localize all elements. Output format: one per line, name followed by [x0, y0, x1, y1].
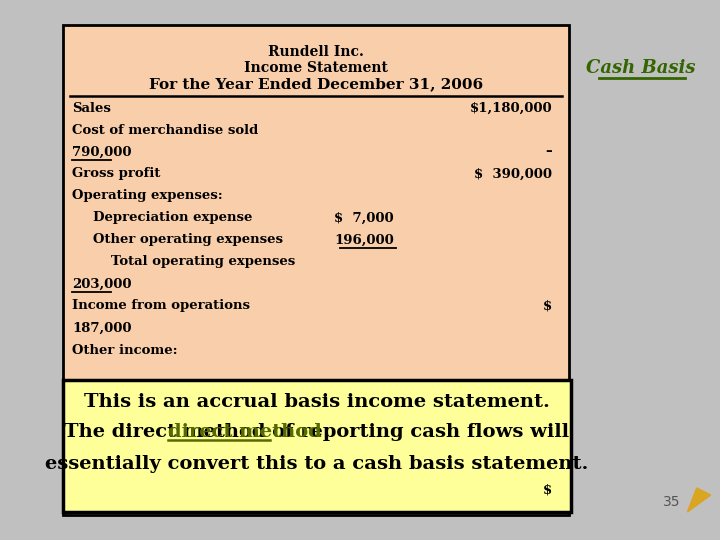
Polygon shape [688, 488, 711, 512]
Text: 187,000: 187,000 [72, 321, 132, 334]
Text: $  7,000: $ 7,000 [334, 212, 394, 225]
Text: Gross profit: Gross profit [72, 167, 161, 180]
Text: Sales: Sales [72, 102, 111, 114]
Text: essentially convert this to a cash basis statement.: essentially convert this to a cash basis… [45, 455, 588, 473]
Text: 203,000: 203,000 [72, 278, 132, 291]
Text: direct method: direct method [168, 423, 322, 441]
Text: Rundell Inc.: Rundell Inc. [268, 45, 364, 59]
Text: Operating expenses:: Operating expenses: [72, 190, 223, 202]
Text: Cost of merchandise sold: Cost of merchandise sold [72, 124, 258, 137]
Text: $  390,000: $ 390,000 [474, 167, 552, 180]
Text: This is an accrual basis income statement.: This is an accrual basis income statemen… [84, 393, 550, 411]
Text: 196,000: 196,000 [334, 233, 394, 246]
Text: Other income:: Other income: [72, 343, 178, 356]
Text: Total operating expenses: Total operating expenses [112, 255, 296, 268]
Text: Depreciation expense: Depreciation expense [93, 212, 252, 225]
Text: Other operating expenses: Other operating expenses [93, 233, 283, 246]
Text: The direct method of reporting cash flows will: The direct method of reporting cash flow… [64, 423, 570, 441]
Text: $: $ [543, 300, 552, 313]
FancyBboxPatch shape [63, 25, 569, 515]
Text: 35: 35 [663, 495, 680, 509]
Text: $: $ [543, 483, 552, 496]
Text: Cash Basis: Cash Basis [586, 59, 696, 77]
Text: Income Statement: Income Statement [244, 61, 388, 75]
Text: Income from operations: Income from operations [72, 300, 250, 313]
Text: 790,000: 790,000 [72, 145, 132, 159]
Text: –: – [546, 145, 552, 159]
Text: $1,180,000: $1,180,000 [469, 102, 552, 114]
FancyBboxPatch shape [63, 380, 571, 512]
Text: For the Year Ended December 31, 2006: For the Year Ended December 31, 2006 [149, 77, 483, 91]
